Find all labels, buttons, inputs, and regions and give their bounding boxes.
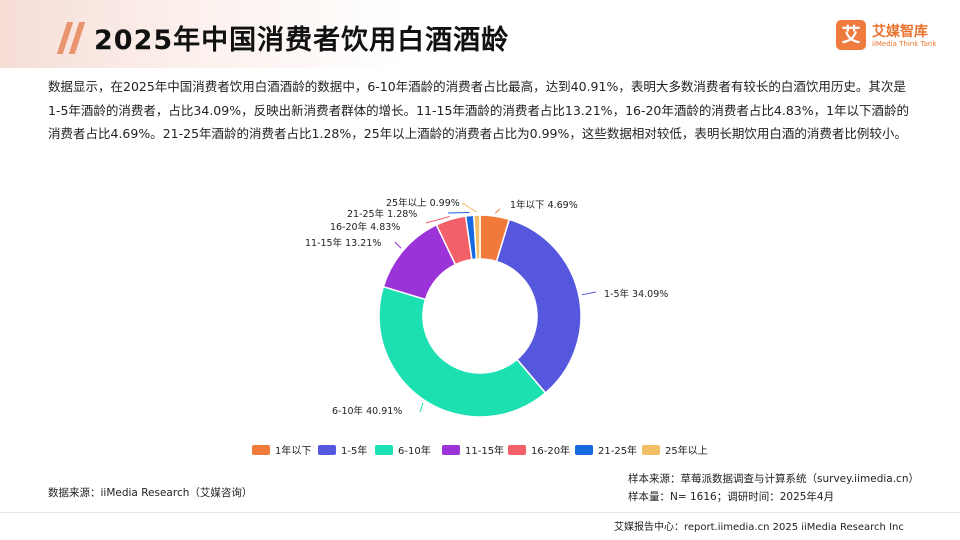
legend-swatch: [442, 445, 460, 455]
page-title: 2025年中国消费者饮用白酒酒龄: [94, 25, 510, 56]
legend-label: 1年以下: [275, 444, 311, 457]
data-label: 16-20年 4.83%: [330, 221, 400, 233]
data-label-leader: [425, 215, 450, 224]
sample-source-note: 样本来源：草莓派数据调查与计算系统（survey.iimedia.cn）: [628, 473, 919, 485]
data-label: 6-10年 40.91%: [332, 405, 402, 417]
legend-swatch: [642, 445, 660, 455]
footer-divider: [0, 512, 960, 513]
legend-swatch: [252, 445, 270, 455]
data-label: 1年以下 4.69%: [510, 199, 578, 211]
legend-swatch: [508, 445, 526, 455]
data-label: 11-15年 13.21%: [305, 237, 381, 249]
logo-name-en: iiMedia Think Tank: [872, 40, 937, 48]
data-label-leader: [394, 241, 402, 249]
legend-label: 16-20年: [531, 444, 570, 457]
logo-name-cn: 艾媒智库: [872, 24, 928, 40]
data-source-note: 数据来源：iiMedia Research（艾媒咨询）: [48, 487, 253, 499]
donut-slice: [378, 285, 547, 418]
legend-label: 25年以上: [665, 444, 708, 457]
data-label: 21-25年 1.28%: [347, 208, 417, 220]
description-paragraph: 数据显示，在2025年中国消费者饮用白酒酒龄的数据中，6-10年酒龄的消费者占比…: [48, 79, 910, 141]
legend-label: 11-15年: [465, 444, 504, 457]
data-label: 1-5年 34.09%: [604, 288, 668, 300]
donut-slice: [472, 214, 481, 260]
sample-size-note: 样本量：N= 1616；调研时间：2025年4月: [628, 491, 835, 503]
legend-label: 6-10年: [398, 444, 431, 457]
legend-swatch: [375, 445, 393, 455]
data-label-leader: [419, 402, 424, 413]
header-band: [0, 0, 960, 68]
data-label-leader: [581, 291, 597, 296]
logo-mark: 艾: [836, 20, 866, 50]
footer-bar: 艾媒报告中心：report.iimedia.cn 2025 iiMedia Re…: [0, 512, 960, 540]
donut-slice: [495, 218, 582, 394]
legend-swatch: [575, 445, 593, 455]
legend-label: 1-5年: [341, 444, 367, 457]
legend-swatch: [318, 445, 336, 455]
footer-text: 艾媒报告中心：report.iimedia.cn 2025 iiMedia Re…: [614, 522, 904, 533]
iimedia-logo: 艾 艾媒智库 iiMedia Think Tank: [836, 20, 946, 54]
data-label: 25年以上 0.99%: [386, 197, 460, 209]
data-label-leader: [494, 208, 501, 214]
legend-label: 21-25年: [598, 444, 637, 457]
data-label-leader: [461, 202, 478, 213]
